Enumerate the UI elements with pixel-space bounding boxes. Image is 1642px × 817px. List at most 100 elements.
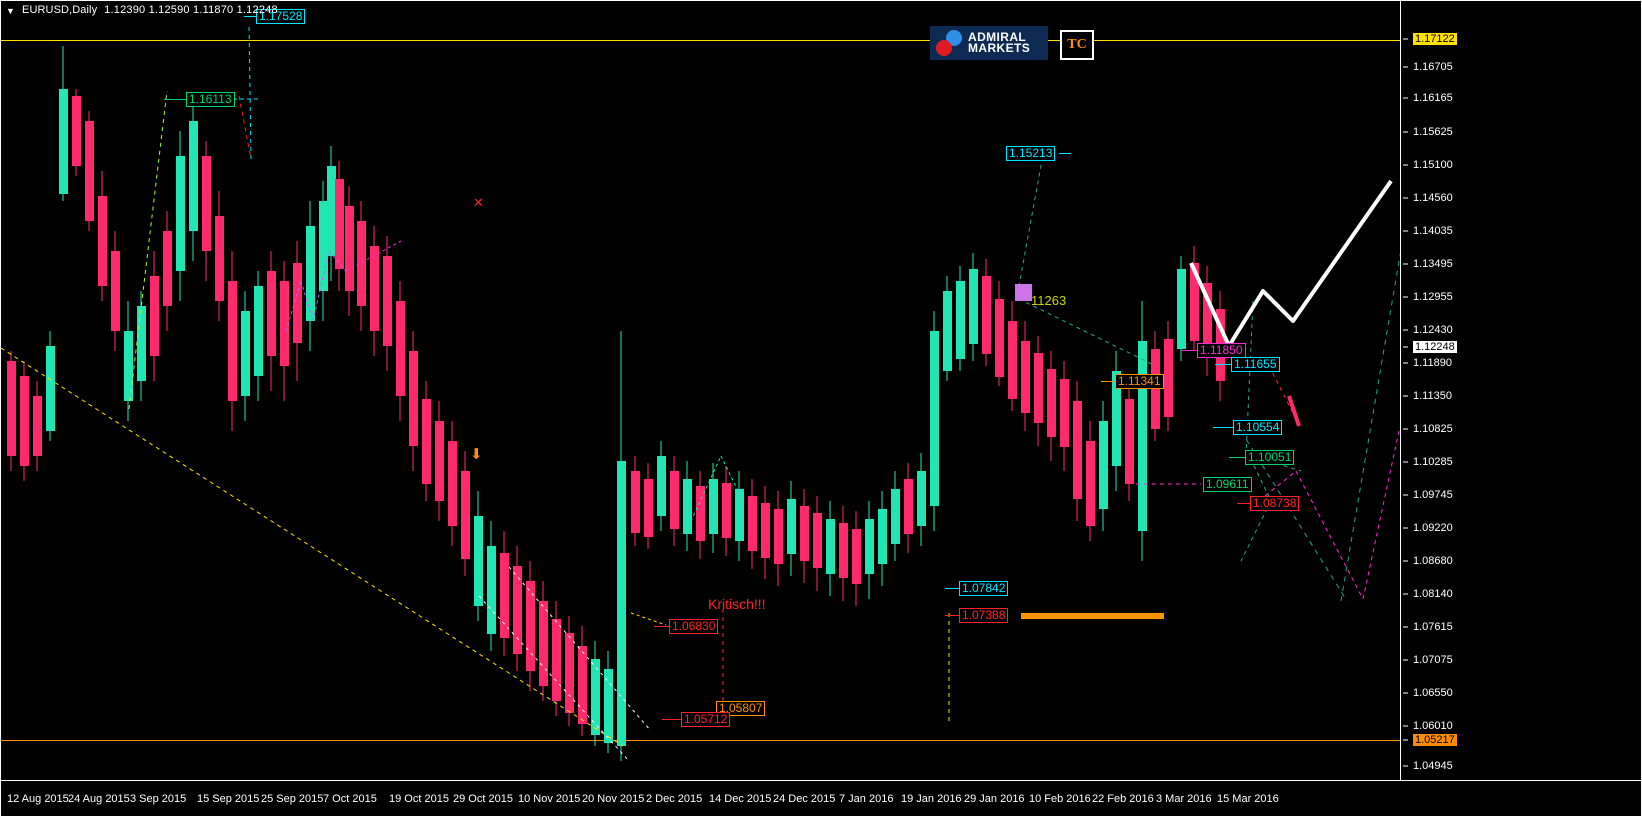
time-tick: 12 Aug 2015 — [7, 793, 69, 805]
tag-lead-1-10051 — [1229, 457, 1246, 458]
time-tick: 7 Oct 2015 — [323, 793, 377, 805]
price-scale-divider — [1400, 1, 1401, 780]
tick-dash — [1403, 626, 1408, 628]
tag-lead-1-17528 — [244, 16, 257, 17]
tick-label: 1.08680 — [1413, 555, 1453, 567]
time-tick: 15 Mar 2016 — [1217, 793, 1279, 805]
chart-menu-caret-icon[interactable]: ▼ — [6, 5, 16, 16]
tick-label: 1.07075 — [1413, 654, 1453, 666]
tick-label: 1.15100 — [1413, 159, 1453, 171]
tag-1-05712[interactable]: 1.05712 — [681, 712, 731, 727]
tag-lead-1-15213 — [1059, 153, 1071, 154]
tick-dash — [1403, 296, 1408, 298]
tick-label: 1.05217 — [1413, 734, 1457, 746]
logo-wordmark: ADMIRAL MARKETS — [968, 30, 1030, 54]
tag-1-08738[interactable]: 1.08738 — [1250, 496, 1300, 511]
tick-label: 1.09220 — [1413, 522, 1453, 534]
time-tick: 2 Dec 2015 — [646, 793, 703, 805]
tick-dash — [1403, 38, 1408, 40]
tag-lead-1-11655 — [1215, 364, 1232, 365]
tick-dash — [1403, 197, 1408, 199]
tick-dash — [1403, 428, 1408, 430]
candlestick-series — [1, 22, 1400, 762]
logo-dot-red-icon — [936, 40, 952, 56]
time-tick: 24 Aug 2015 — [68, 793, 130, 805]
node-label-11263: 11263 — [1031, 293, 1067, 308]
chart-header: ▼ EURUSD,Daily 1.12390 1.12590 1.11870 1… — [6, 4, 278, 16]
tag-1-10051[interactable]: 1.10051 — [1245, 450, 1295, 465]
time-tick: 15 Sep 2015 — [197, 793, 260, 805]
tag-lead-1-11850 — [1181, 350, 1198, 351]
tick-label: 1.07615 — [1413, 621, 1453, 633]
tick-dash — [1403, 66, 1408, 68]
tick-label: 1.14035 — [1413, 225, 1453, 237]
tag-1-11341[interactable]: 1.11341 — [1115, 374, 1164, 389]
time-tick: 7 Jan 2016 — [839, 793, 894, 805]
tag-1-16113[interactable]: 1.16113 — [186, 92, 235, 107]
time-tick: 24 Dec 2015 — [773, 793, 836, 805]
tag-lead-1-10554 — [1213, 427, 1234, 428]
tick-label: 1.11350 — [1413, 390, 1452, 402]
time-tick: 19 Jan 2016 — [901, 793, 962, 805]
tick-dash — [1403, 527, 1408, 529]
arrow-down-icon: ⬇ — [470, 446, 483, 463]
ohlc-values: 1.12390 1.12590 1.11870 1.12248 — [104, 4, 278, 16]
logo-dots-icon — [936, 30, 962, 56]
tag-1-15213[interactable]: 1.15213 — [1006, 146, 1056, 161]
tag-1-09611[interactable]: 1.09611 — [1203, 477, 1252, 492]
tc-badge[interactable]: TC — [1060, 30, 1094, 60]
tick-dash — [1403, 494, 1408, 496]
tick-label: 1.12955 — [1413, 291, 1453, 303]
tick-dash — [1403, 164, 1408, 166]
time-tick: 10 Nov 2015 — [518, 793, 581, 805]
tick-dash — [1403, 659, 1408, 661]
tag-lead-1-08738 — [1237, 503, 1251, 504]
tick-label: 1.12248 — [1413, 341, 1457, 353]
tag-1-10554[interactable]: 1.10554 — [1233, 420, 1283, 435]
tick-label: 1.06010 — [1413, 720, 1453, 732]
tag-lead-1-05712 — [662, 719, 682, 720]
tag-1-11850[interactable]: 1.11850 — [1197, 343, 1246, 358]
tag-lead-1-11341 — [1101, 381, 1116, 382]
hline-105217 — [1, 740, 1400, 741]
tag-lead-1-16113 — [164, 99, 187, 100]
tick-label: 1.15625 — [1413, 126, 1453, 138]
price-scale[interactable]: 1.17122 1.16705 1.16165 1.15625 1.15100 … — [1401, 1, 1641, 780]
tick-dash — [1403, 461, 1408, 463]
tag-1-07388[interactable]: 1.07388 — [959, 608, 1009, 623]
tick-dash — [1403, 739, 1408, 741]
chart-plot-area[interactable]: 11263 ✕ ⬇ ⬆ Kritisch!!! 1.17528 1.16113 … — [1, 1, 1400, 780]
tick-label: 1.16165 — [1413, 92, 1453, 104]
tag-1-11655[interactable]: 1.11655 — [1231, 357, 1280, 372]
x-marker-icon: ✕ — [473, 195, 484, 210]
tick-label: 1.10285 — [1413, 456, 1453, 468]
tick-label: 1.13495 — [1413, 258, 1453, 270]
time-tick: 3 Mar 2016 — [1156, 793, 1212, 805]
time-tick: 22 Feb 2016 — [1092, 793, 1154, 805]
time-tick: 29 Jan 2016 — [964, 793, 1025, 805]
note-kritisch: Kritisch!!! — [708, 596, 766, 612]
tag-lead-1-07842 — [945, 588, 960, 589]
time-tick: 19 Oct 2015 — [389, 793, 449, 805]
tick-dash — [1403, 97, 1408, 99]
tick-dash — [1403, 765, 1408, 767]
tick-dash — [1403, 131, 1408, 133]
hline-117122 — [1, 40, 1400, 41]
tag-lead-1-07388 — [945, 615, 960, 616]
tick-label: 1.17122 — [1413, 33, 1457, 45]
time-scale[interactable]: 12 Aug 2015 24 Aug 2015 3 Sep 2015 15 Se… — [1, 781, 1641, 816]
tag-1-07842[interactable]: 1.07842 — [959, 581, 1009, 596]
logo-line-1: ADMIRAL — [968, 30, 1027, 44]
tag-1-06830[interactable]: 1.06830 — [669, 619, 719, 634]
symbol-timeframe-label: EURUSD,Daily — [22, 4, 98, 16]
tick-dash — [1403, 593, 1408, 595]
tick-label: 1.06550 — [1413, 687, 1453, 699]
tick-label: 1.04945 — [1413, 760, 1453, 772]
tick-dash — [1403, 560, 1408, 562]
tag-1-17528[interactable]: 1.17528 — [256, 9, 306, 24]
tick-dash — [1403, 329, 1408, 331]
tick-dash — [1403, 725, 1408, 727]
tick-dash — [1403, 362, 1408, 364]
time-tick: 14 Dec 2015 — [709, 793, 772, 805]
